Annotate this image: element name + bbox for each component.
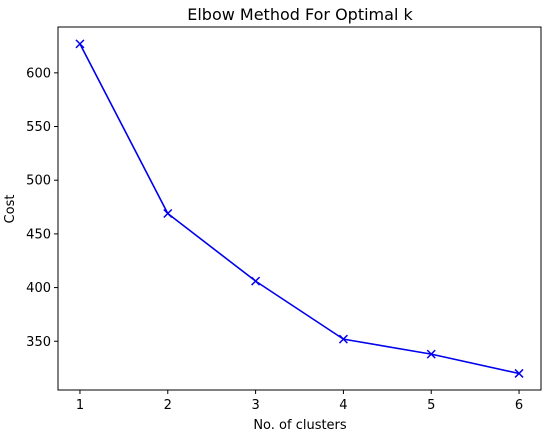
y-tick-label: 600 [26,66,51,81]
data-point-marker [75,39,85,49]
y-axis-label: Cost [3,195,18,224]
y-tick-label: 500 [26,174,51,189]
data-point-marker [514,368,524,378]
data-point-marker [338,334,348,344]
x-tick-label: 2 [164,398,172,413]
data-point-marker [251,276,261,286]
y-axis-ticks: 350 400 450 500 550 600 [26,66,58,350]
x-axis-ticks: 1 2 3 4 5 6 [76,390,523,413]
y-tick-label: 550 [26,120,51,135]
x-tick-label: 3 [251,398,259,413]
plot-frame [57,26,542,391]
x-tick-label: 6 [515,398,523,413]
series-line [79,43,520,375]
x-tick-label: 5 [427,398,435,413]
data-point-marker [163,208,173,219]
x-axis-label: No. of clusters [253,418,347,433]
series-layer [75,39,524,378]
y-tick-label: 450 [26,227,51,242]
chart-title: Elbow Method For Optimal k [187,5,413,24]
x-tick-label: 1 [76,398,84,413]
y-tick-label: 400 [26,281,51,296]
data-point-marker [426,349,436,359]
x-tick-label: 4 [339,398,347,413]
y-tick-label: 350 [26,335,51,350]
